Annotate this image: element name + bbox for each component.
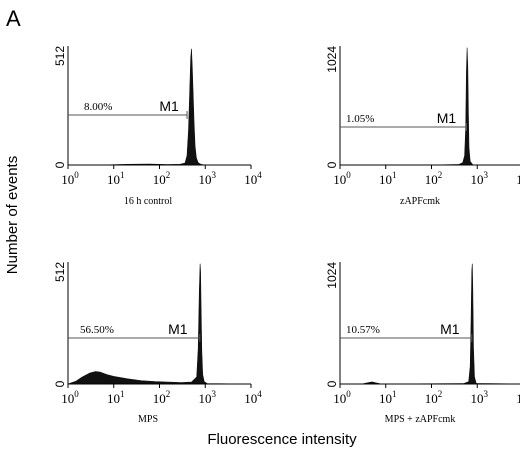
panel-caption: zAPFcmk [400,196,440,207]
x-tick-label: 104 [244,389,262,406]
histogram-series [67,263,252,385]
x-tick-label: 101 [379,389,397,406]
y-tick-label: 0 [325,161,339,168]
x-tick-label: 103 [199,389,217,406]
x-tick-label: 102 [425,389,443,406]
x-tick-label: 104 [244,170,262,187]
panel-caption: MPS + zAPFcmk [385,414,456,425]
y-tick-label: 1024 [325,46,339,73]
panel-caption: 16 h control [124,196,173,207]
figure-label: A [6,6,21,31]
x-tick-label: 102 [153,170,171,187]
histogram-series [340,47,520,166]
histogram-panel-4: 100 101 102 103 104 0 1024 10.57% M1 MPS + zAPFcm… [325,262,520,425]
y-tick-label: 0 [53,161,67,168]
gate-percent-label: 10.57% [346,324,380,336]
x-tick-label: 101 [107,389,125,406]
histogram-series [68,48,251,166]
y-tick-label: 512 [53,262,67,282]
histogram-series [340,263,520,385]
x-tick-label: 104 [516,170,520,187]
gate-name-label: M1 [159,98,179,114]
gate-percent-label: 8.00% [84,101,112,113]
panel-caption: MPS [138,414,158,425]
x-tick-label: 100 [61,389,79,406]
gate-name-label: M1 [168,321,188,337]
histogram-panel-1: 100 101 102 103 104 0 512 8.00% M1 16 h control [53,46,262,207]
gate-name-label: M1 [440,321,460,337]
y-tick-label: 0 [53,380,67,387]
x-tick-label: 100 [61,170,79,187]
y-axis-label: Number of events [4,156,21,274]
x-tick-label: 100 [333,389,351,406]
x-tick-label: 103 [471,170,489,187]
x-tick-label: 101 [379,170,397,187]
y-tick-label: 0 [325,380,339,387]
x-tick-label: 101 [107,170,125,187]
x-axis-label: Fluorescence intensity [207,431,357,448]
x-tick-label: 103 [199,170,217,187]
histogram-panel-2: 100 101 102 103 104 0 1024 1.05% M1 zAPFcmk [325,46,520,207]
x-tick-label: 104 [516,389,520,406]
x-tick-label: 100 [333,170,351,187]
x-tick-label: 103 [471,389,489,406]
y-tick-label: 512 [53,46,67,66]
y-tick-label: 1024 [325,262,339,289]
x-tick-label: 102 [425,170,443,187]
histogram-panel-3: 100 101 102 103 104 0 512 56.50% M1 MPS [53,262,262,425]
x-tick-label: 102 [153,389,171,406]
gate-name-label: M1 [437,110,457,126]
gate-percent-label: 1.05% [346,113,374,125]
gate-percent-label: 56.50% [80,324,114,336]
